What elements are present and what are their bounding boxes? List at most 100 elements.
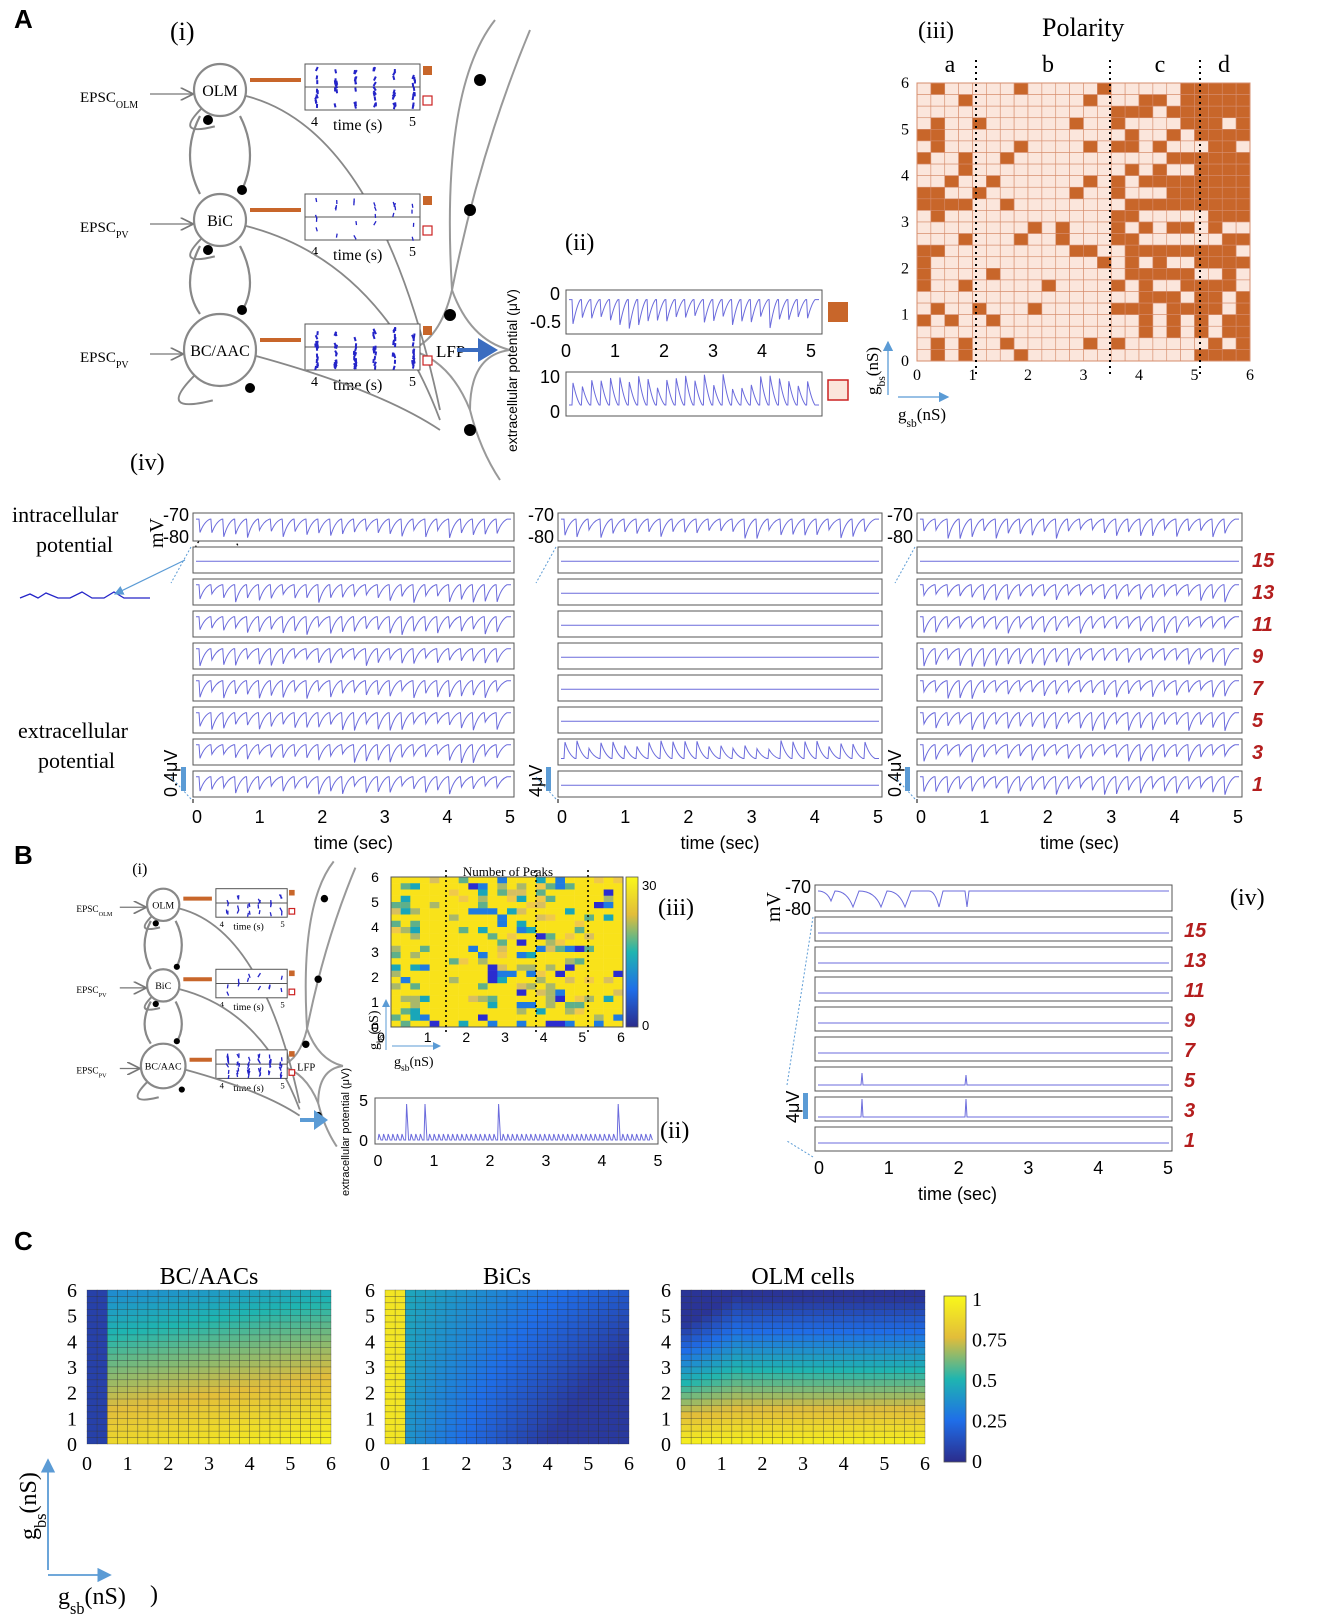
peaks-cell	[449, 902, 459, 909]
c-heat-cell	[486, 1321, 498, 1329]
peaks-cell	[439, 945, 450, 953]
c-heat-cell	[435, 1334, 447, 1342]
c-heat-cell	[229, 1296, 240, 1304]
a-i-label: (i)	[170, 17, 195, 46]
c-heat-cell	[229, 1315, 240, 1323]
c-heat-cell	[218, 1392, 230, 1400]
c-xtick: 0	[380, 1453, 390, 1475]
a-iii-xtick: 1	[969, 367, 977, 384]
c-heat-cell	[188, 1386, 200, 1393]
c-heat-cell	[506, 1411, 518, 1419]
c-heat-cell	[279, 1405, 291, 1413]
c-heat-cell	[96, 1296, 108, 1304]
c-heat-cell	[239, 1353, 250, 1361]
c-heat-cell	[516, 1321, 528, 1329]
c-heat-cell	[527, 1341, 538, 1349]
c-heat-cell	[731, 1309, 743, 1316]
polarity-cell	[1221, 268, 1237, 281]
raster-0-spike	[392, 75, 396, 81]
c-heat-cell	[157, 1398, 169, 1406]
c-heat-cell	[884, 1302, 895, 1310]
c-heat-cell	[792, 1296, 804, 1304]
peaks-cell	[584, 958, 595, 965]
peaks-cell	[545, 952, 556, 959]
polarity-cell	[916, 268, 932, 281]
c-heat-cell	[823, 1347, 834, 1355]
c-heat-cell	[762, 1411, 773, 1419]
a-iv-col1-xtick: 5	[505, 807, 515, 827]
c-heat-cell	[310, 1398, 322, 1406]
polarity-cell	[1110, 175, 1126, 188]
peaks-cell	[420, 902, 430, 909]
c-heat-cell	[598, 1366, 609, 1374]
c-heat-cell	[178, 1405, 189, 1413]
peaks-cell	[516, 958, 527, 965]
c-heat-cell	[843, 1437, 855, 1445]
c-heat-cell	[208, 1405, 220, 1413]
peaks-cell	[574, 1002, 585, 1009]
polarity-cell	[958, 279, 973, 292]
c-heat-cell	[486, 1392, 498, 1400]
c-heat-cell	[290, 1315, 301, 1323]
c-heat-cell	[259, 1398, 271, 1406]
a-iv-col3-xtick: 2	[1043, 807, 1053, 827]
c-heat-cell	[96, 1411, 108, 1419]
cell-1	[145, 968, 181, 1003]
peaks-cell	[574, 889, 585, 896]
polarity-cell	[1124, 244, 1140, 258]
c-heat-cell	[279, 1334, 291, 1342]
peaks-cell	[391, 902, 401, 909]
c-heat-cell	[496, 1430, 508, 1438]
c-heat-cell	[537, 1353, 548, 1361]
c-heat-cell	[188, 1379, 200, 1387]
peaks-cell	[594, 964, 604, 971]
polarity-cell	[944, 291, 959, 304]
c-heat-cell	[198, 1321, 210, 1329]
peaks-cell	[613, 952, 624, 959]
polarity-cell	[1180, 302, 1195, 315]
c-heat-cell	[792, 1379, 804, 1387]
c-heat-cell	[259, 1328, 271, 1336]
polarity-cell	[972, 256, 987, 269]
c-heat-cell	[680, 1360, 692, 1368]
peaks-grid	[391, 877, 624, 1028]
c-heat-cell	[259, 1418, 271, 1426]
c-heat-cell	[425, 1373, 437, 1381]
polarity-cell	[1069, 325, 1084, 339]
c-heat-cell	[506, 1341, 518, 1349]
peaks-cell	[536, 933, 546, 940]
c-heat-cell	[598, 1328, 609, 1336]
raster-0-spike	[333, 103, 337, 108]
peaks-cell	[545, 889, 556, 896]
c-heat-cell	[290, 1334, 301, 1342]
c-heat-cell	[598, 1386, 609, 1393]
peaks-cell	[468, 964, 479, 971]
c-heat-cell	[208, 1430, 220, 1438]
c-heat-cell	[863, 1411, 875, 1419]
a-iv-col3-layer-label: 5	[1252, 710, 1264, 732]
c-heat-cell	[802, 1341, 814, 1349]
c-heat-cell	[198, 1360, 210, 1368]
raster-xlabel: time (s)	[333, 247, 382, 264]
polarity-cell	[1221, 349, 1237, 362]
c-heat-cell	[198, 1418, 210, 1426]
polarity-cell	[1208, 82, 1223, 95]
peaks-cell	[555, 958, 566, 965]
polarity-cell	[1221, 82, 1237, 95]
peaks-cell	[487, 914, 498, 921]
c-heat-cell	[618, 1353, 630, 1361]
c-heat-cell	[873, 1321, 885, 1329]
c-heat-cell	[435, 1437, 447, 1445]
c-heat-cell	[188, 1321, 200, 1329]
polarity-cell	[916, 325, 932, 339]
c-heat-cell	[598, 1405, 609, 1413]
peaks-cell	[555, 914, 566, 921]
polarity-cell	[930, 198, 946, 211]
a-ii-empty-marker	[827, 379, 849, 401]
peaks-cell	[458, 989, 469, 996]
c-heat-cell	[690, 1360, 702, 1368]
c-heat-cell	[496, 1341, 508, 1349]
peaks-cell	[400, 927, 411, 934]
c-heat-cell	[751, 1334, 763, 1342]
polarity-cell	[1083, 233, 1098, 246]
